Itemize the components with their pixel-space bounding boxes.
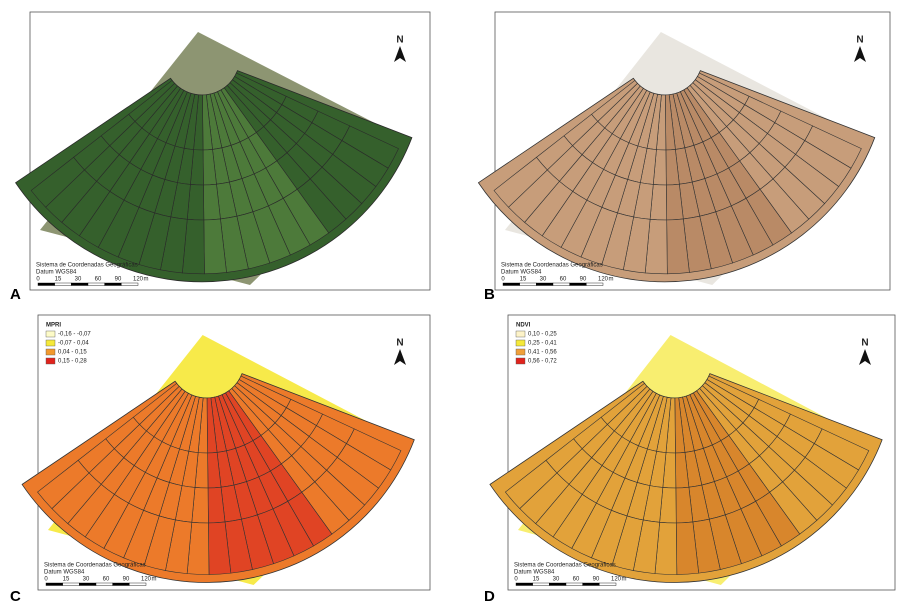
scale-bar	[96, 583, 113, 586]
scale-label: 90	[115, 277, 122, 283]
scale-label: 30	[75, 277, 82, 283]
scale-label: 30	[83, 577, 90, 583]
map-panel: N NDVI 0,10 - 0,25 0,25 - 0,41 0,41 - 0,56 0,…	[490, 315, 895, 590]
scale-label: m	[609, 277, 614, 283]
legend-label: -0,16 - -0,07	[58, 332, 91, 338]
scale-label: 120	[141, 577, 152, 583]
scale-label: 60	[95, 277, 102, 283]
legend-title: MPRI	[46, 323, 61, 329]
scale-bar	[46, 583, 63, 586]
legend-label: 0,10 - 0,25	[528, 332, 557, 338]
scale-bar	[533, 583, 550, 586]
panel-letter: B	[484, 286, 495, 303]
crs-label: Sistema de Coordenadas Geográficas	[36, 263, 138, 269]
scale-label: 90	[123, 577, 130, 583]
legend-swatch	[46, 340, 55, 346]
scale-label: 30	[553, 577, 560, 583]
map-panel: N Sistema de Coordenadas GeográficasDatum…	[16, 12, 430, 290]
map-panel: N Sistema de Coordenadas GeográficasDatum…	[478, 12, 890, 290]
scale-bar	[516, 583, 533, 586]
legend-title: NDVI	[516, 323, 531, 329]
scale-bar	[536, 283, 553, 286]
scale-bar	[38, 283, 55, 286]
scale-bar	[105, 283, 122, 286]
scale-label: 60	[573, 577, 580, 583]
scale-bar	[570, 283, 587, 286]
scale-bar	[503, 283, 520, 286]
scale-label: 90	[580, 277, 587, 283]
scale-bar	[79, 583, 96, 586]
legend-swatch	[46, 358, 55, 364]
legend-swatch	[46, 331, 55, 337]
scale-label: m	[144, 277, 149, 283]
north-label: N	[396, 338, 403, 349]
panel-letter: A	[10, 286, 21, 303]
legend-swatch	[516, 340, 525, 346]
legend-label: 0,41 - 0,56	[528, 350, 557, 356]
crs-label: Sistema de Coordenadas Geográficas	[514, 563, 616, 569]
legend-label: 0,56 - 0,72	[528, 359, 557, 365]
scale-bar	[583, 583, 600, 586]
datum-label: Datum WGS84	[501, 270, 542, 276]
datum-label: Datum WGS84	[44, 570, 85, 576]
panel-letter: C	[10, 588, 21, 601]
scale-bar	[55, 283, 72, 286]
scale-label: 120	[598, 277, 609, 283]
north-label: N	[396, 35, 403, 46]
scale-label: 15	[55, 277, 62, 283]
scale-label: 15	[63, 577, 70, 583]
scale-label: 120	[611, 577, 622, 583]
scale-bar	[566, 583, 583, 586]
legend-label: 0,15 - 0,28	[58, 359, 87, 365]
scale-bar	[129, 583, 146, 586]
scale-label: 90	[593, 577, 600, 583]
legend-swatch	[516, 358, 525, 364]
north-label: N	[856, 35, 863, 46]
map-panel: N MPRI -0,16 - -0,07 -0,07 - 0,04 0,04 - 0,1…	[22, 315, 430, 590]
datum-label: Datum WGS84	[36, 270, 77, 276]
legend-label: 0,04 - 0,15	[58, 350, 87, 356]
scale-bar	[63, 583, 80, 586]
scale-bar	[549, 583, 566, 586]
scale-label: 15	[520, 277, 527, 283]
legend-swatch	[46, 349, 55, 355]
panel-letter: D	[484, 588, 495, 601]
scale-bar	[553, 283, 570, 286]
scale-label: m	[622, 577, 627, 583]
scale-bar	[121, 283, 138, 286]
legend-label: 0,25 - 0,41	[528, 341, 557, 347]
scale-label: 30	[540, 277, 547, 283]
figure: NSistema de Coordenadas GeográficasDatum…	[0, 0, 907, 601]
legend-swatch	[516, 349, 525, 355]
legend-label: -0,07 - 0,04	[58, 341, 89, 347]
scale-label: 120	[133, 277, 144, 283]
legend-swatch	[516, 331, 525, 337]
scale-label: m	[152, 577, 157, 583]
scale-label: 60	[560, 277, 567, 283]
north-label: N	[861, 338, 868, 349]
scale-label: 15	[533, 577, 540, 583]
datum-label: Datum WGS84	[514, 570, 555, 576]
scale-bar	[113, 583, 130, 586]
scale-label: 60	[103, 577, 110, 583]
scale-bar	[71, 283, 88, 286]
scale-bar	[88, 283, 105, 286]
crs-label: Sistema de Coordenadas Geográficas	[501, 263, 603, 269]
scale-bar	[520, 283, 537, 286]
crs-label: Sistema de Coordenadas Geográficas	[44, 563, 146, 569]
scale-bar	[586, 283, 603, 286]
scale-bar	[599, 583, 616, 586]
